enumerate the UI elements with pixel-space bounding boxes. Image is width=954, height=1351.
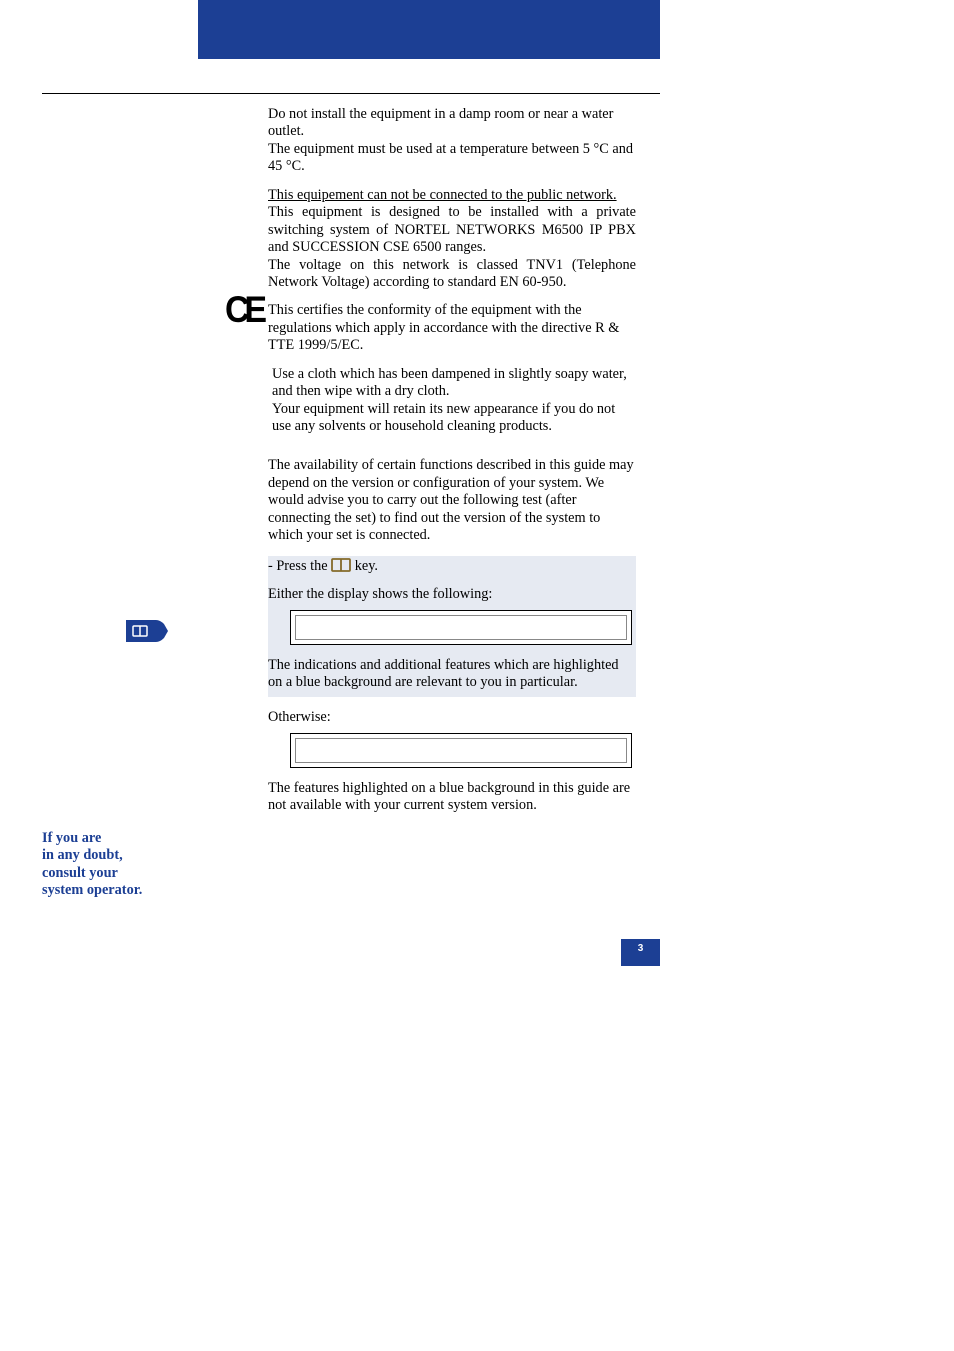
horizontal-rule [42, 93, 660, 94]
side-note: If you are in any doubt, consult your sy… [42, 830, 142, 900]
either-line: Either the display shows the following: [268, 586, 632, 603]
cleaning-paragraph: Use a cloth which has been dampened in s… [268, 366, 636, 436]
text: This certifies the conformity of the equ… [268, 302, 619, 353]
text: system operator. [42, 882, 142, 898]
availability-paragraph: The availability of certain functions de… [268, 457, 636, 544]
page-number: 3 [621, 939, 660, 966]
text: key. [351, 558, 378, 574]
text: Your equipment will retain its new appea… [272, 401, 615, 434]
not-available-paragraph: The features highlighted on a blue backg… [268, 780, 636, 815]
highlight-section: - Press the key. Either the display show… [268, 556, 636, 698]
conformity-paragraph: This certifies the conformity of the equ… [268, 302, 636, 354]
directory-key-side-icon [126, 620, 168, 647]
text: - Press the [268, 558, 331, 574]
text: Use a cloth which has been dampened in s… [272, 366, 627, 399]
press-key-line: - Press the key. [268, 558, 632, 575]
text: Otherwise: [268, 709, 331, 725]
display-box-1 [290, 610, 632, 645]
display-box-2 [290, 733, 632, 768]
display-inner [295, 615, 627, 640]
main-content: Do not install the equipment in a damp r… [268, 106, 636, 815]
display-inner [295, 738, 627, 763]
top-banner [198, 0, 660, 59]
indications-paragraph: The indications and additional features … [268, 657, 632, 692]
damp-room-paragraph: Do not install the equipment in a damp r… [268, 106, 636, 176]
text: If you are [42, 830, 101, 846]
text: This equipment is designed to be install… [268, 204, 636, 255]
network-paragraph: This equipement can not be connected to … [268, 187, 636, 292]
otherwise-line: Otherwise: [268, 709, 636, 726]
ce-mark-icon: C E [225, 289, 263, 332]
text: The equipment must be used at a temperat… [268, 141, 633, 174]
text: The voltage on this network is classed T… [268, 257, 636, 290]
text: Do not install the equipment in a damp r… [268, 106, 613, 139]
text: The features highlighted on a blue backg… [268, 780, 630, 813]
text: The availability of certain functions de… [268, 457, 634, 543]
book-icon [331, 558, 351, 572]
text: consult your [42, 865, 118, 881]
page-number-text: 3 [638, 943, 644, 954]
text: The indications and additional features … [268, 657, 619, 690]
underline-text: This equipement can not be connected to … [268, 187, 617, 204]
text: in any doubt, [42, 847, 123, 863]
text: Either the display shows the following: [268, 586, 492, 602]
